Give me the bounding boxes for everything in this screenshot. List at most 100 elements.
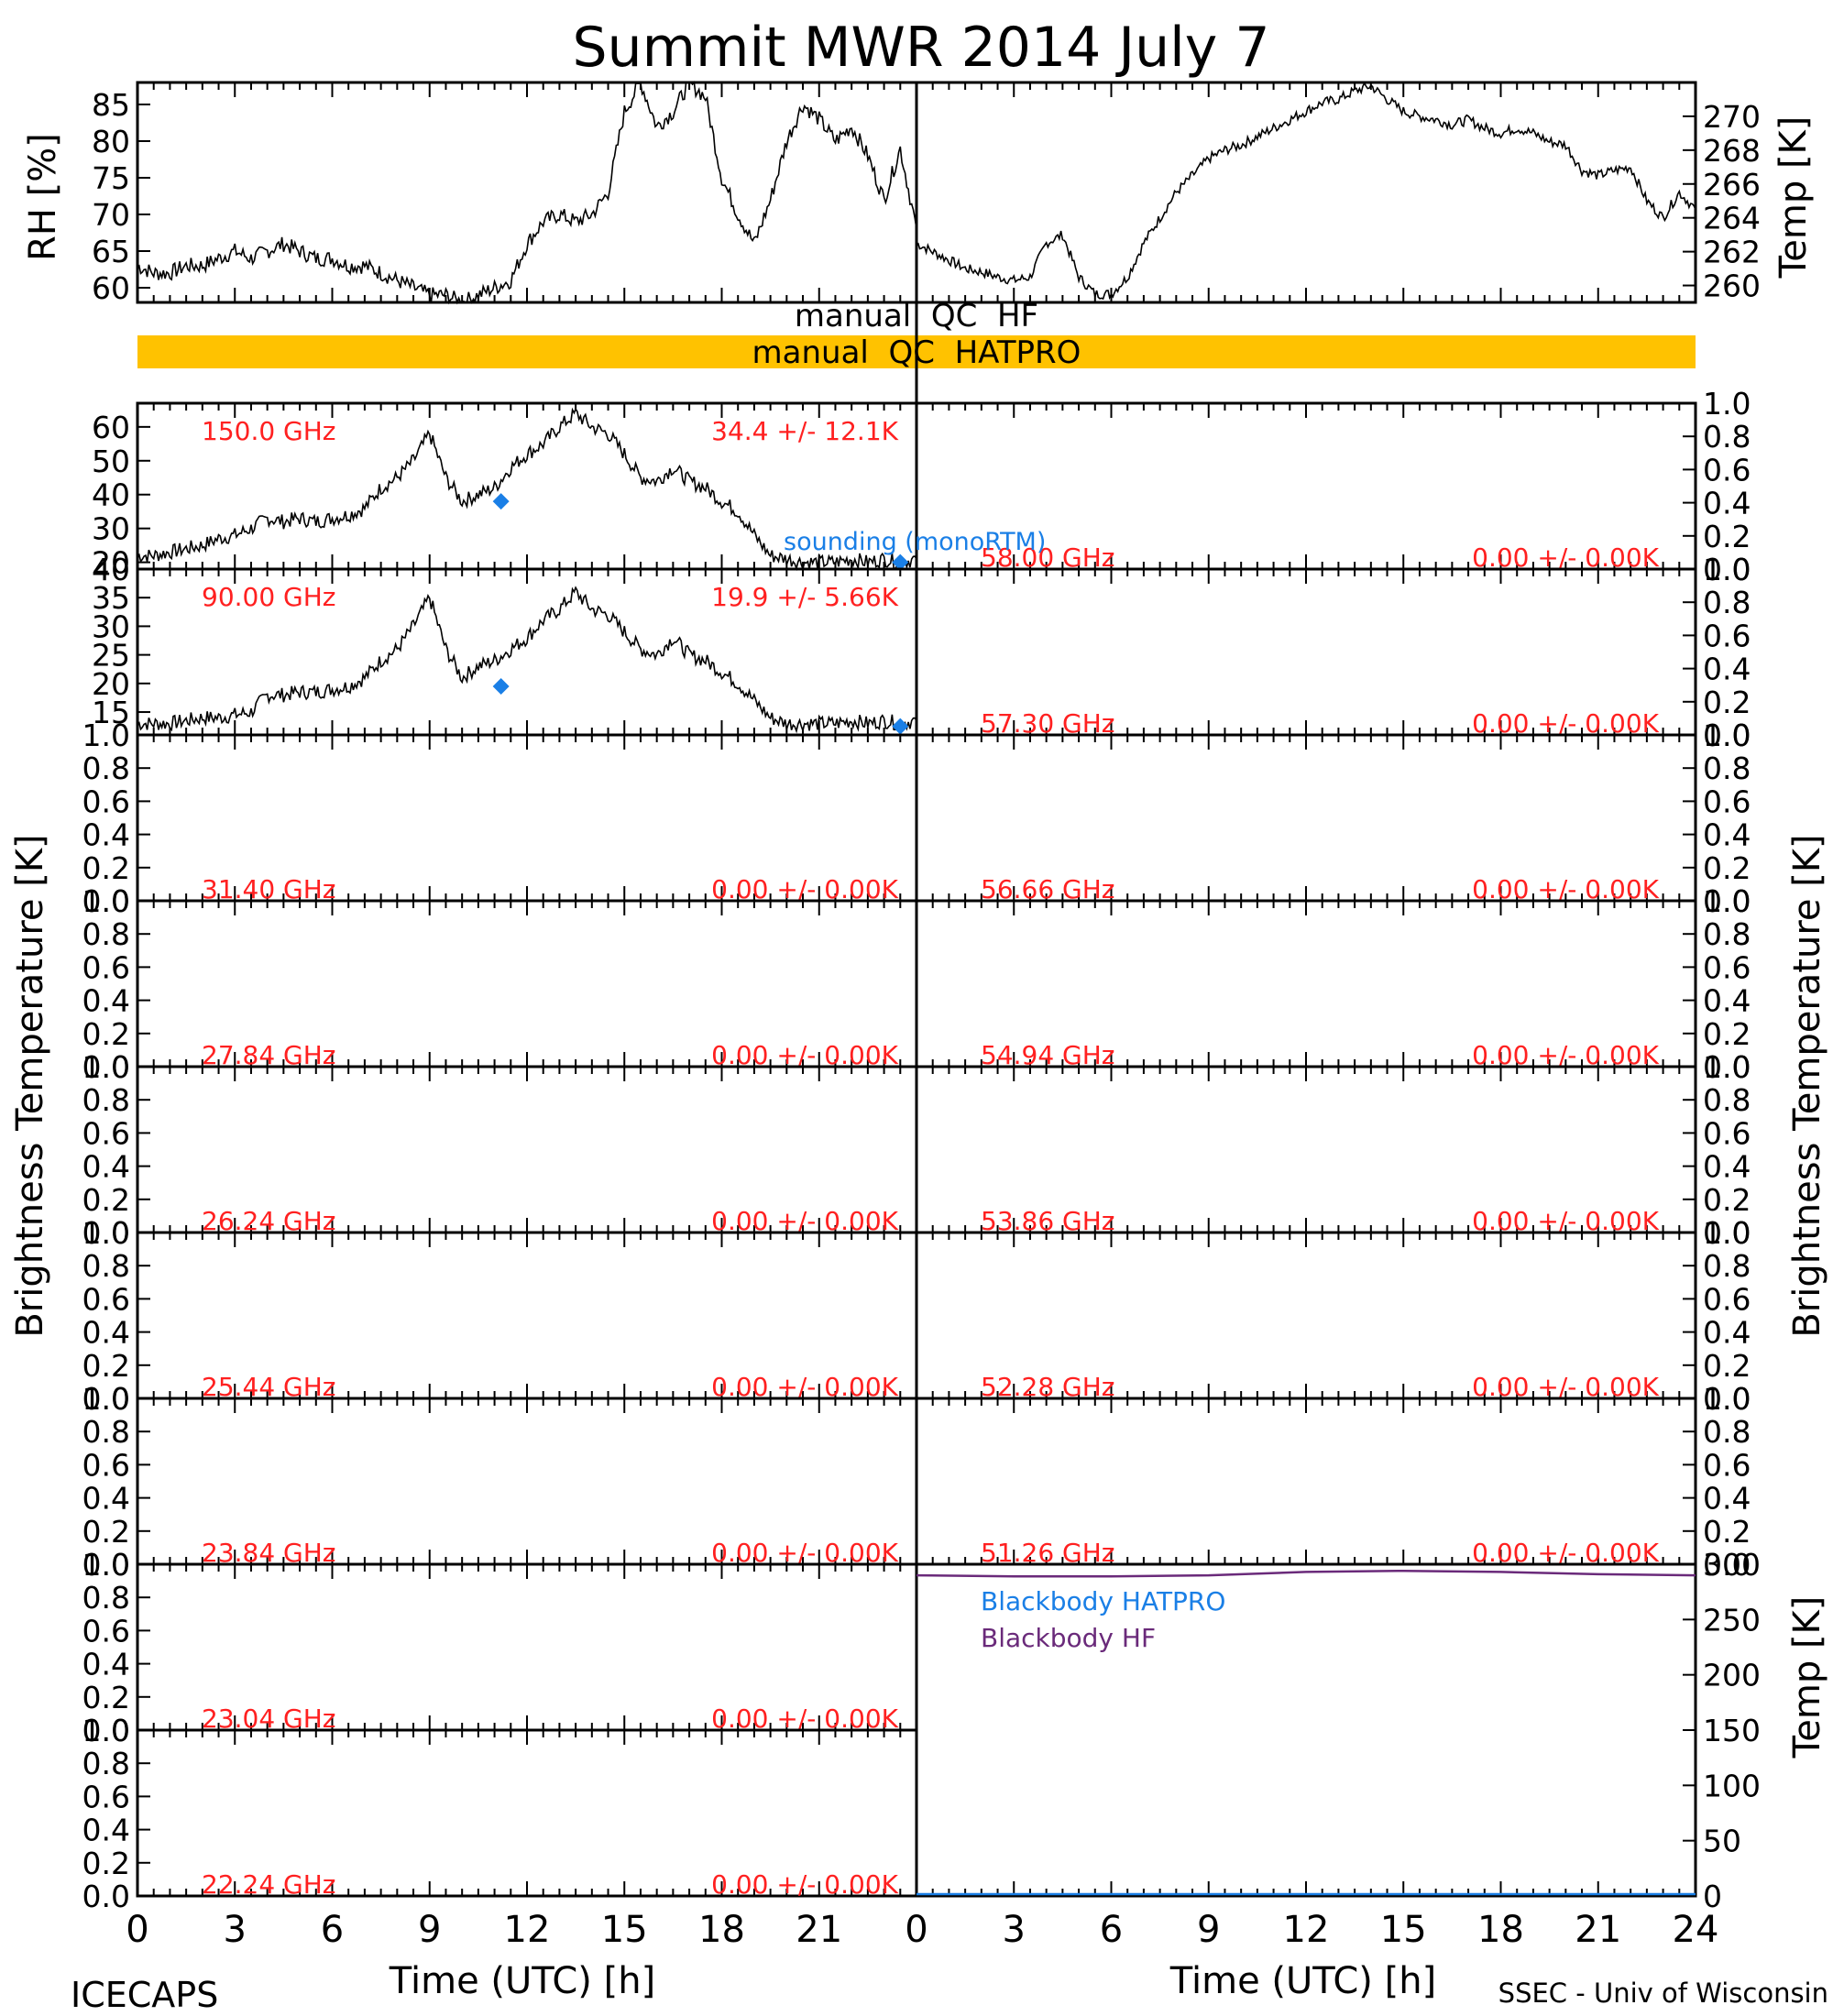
y-tick-label: 0.2 (82, 1514, 130, 1550)
y-tick-label: 0.0 (82, 1547, 130, 1583)
y-tick-label: 0.2 (82, 1680, 130, 1715)
y-tick-label: 0.8 (82, 1082, 130, 1118)
x-tick-label-left: 12 (504, 1909, 551, 1951)
x-tick-label-left: 21 (796, 1909, 842, 1951)
x-tick-label-right: 15 (1380, 1909, 1427, 1951)
tb-line (137, 586, 917, 734)
stats-label: 34.4 +/- 12.1K (711, 416, 898, 446)
temp-axis-title: Temp [K] (1773, 116, 1815, 279)
y-tick-label: 0.8 (82, 1414, 130, 1450)
y-tick-label: 0.4 (1703, 486, 1751, 521)
y-tick-label: 50 (1703, 1824, 1741, 1859)
y-tick-label: 250 (1703, 1602, 1761, 1638)
y-tick-label: 0.8 (1703, 1082, 1751, 1118)
sounding-marker (492, 493, 510, 510)
x-tick-label-left: 0 (905, 1909, 927, 1951)
y-tick-label: 1.0 (82, 718, 130, 753)
rh-axis-title: RH [%] (22, 133, 64, 261)
y-tick-label: 0.4 (82, 1647, 130, 1682)
x-tick-label-right: 21 (1575, 1909, 1621, 1951)
y-tick-label: 1.0 (1703, 1215, 1751, 1251)
blackbody-hf-line (916, 1569, 1696, 1578)
y-tick-label: 150 (1703, 1713, 1761, 1748)
y-tick-label: 50 (92, 444, 130, 479)
x-tick-label-right: 18 (1477, 1909, 1524, 1951)
y-tick-label: 0.2 (82, 1348, 130, 1384)
y-tick-label: 0.2 (1703, 1182, 1751, 1218)
y-tick-label: 1.0 (1703, 718, 1751, 753)
y-tick-label: 0.2 (1703, 519, 1751, 554)
x-tick-label-left: 6 (321, 1909, 344, 1951)
y-tick-label: 0.4 (1703, 1149, 1751, 1185)
y-tick-label: 0.4 (82, 817, 130, 853)
x-tick-label-right: 24 (1673, 1909, 1719, 1951)
x-tick-label-right: 3 (1003, 1909, 1026, 1951)
x-tick-label-right: 6 (1100, 1909, 1123, 1951)
y-tick-label: 0.0 (82, 883, 130, 919)
y-tick-label: 0.4 (82, 1481, 130, 1517)
y-tick-label: 270 (1703, 99, 1761, 135)
y-tick-label: 0.6 (1703, 1115, 1751, 1151)
y-tick-label: 0.6 (82, 783, 130, 819)
y-tick-label: 0.0 (1703, 1547, 1751, 1583)
y-tick-label: 0.2 (1703, 1016, 1751, 1052)
freq-label: 22.24 GHz (202, 1869, 336, 1900)
y-tick-label: 262 (1703, 235, 1761, 270)
y-tick-label: 0.0 (1703, 883, 1751, 919)
y-tick-label: 0.0 (82, 1879, 130, 1914)
tb-axis-title-left: Brightness Temperature [K] (9, 834, 51, 1337)
y-tick-label: 0.4 (1703, 652, 1751, 687)
y-tick-label: 0.4 (82, 1149, 130, 1185)
y-tick-label: 0.6 (1703, 1447, 1751, 1483)
y-tick-label: 1.0 (82, 1215, 130, 1251)
footer-right: SSEC - Univ of Wisconsin (1498, 1978, 1828, 2009)
y-tick-label: 0.8 (82, 1248, 130, 1284)
y-tick-label: 1.0 (82, 1547, 130, 1583)
y-tick-label: 0.4 (1703, 983, 1751, 1019)
y-tick-label: 0.0 (82, 1713, 130, 1748)
y-tick-label: 1.0 (1703, 1049, 1751, 1085)
y-tick-label: 65 (92, 234, 130, 269)
legend-blackbody-hatpro: Blackbody HATPRO (981, 1586, 1225, 1616)
y-tick-label: 0.8 (1703, 1248, 1751, 1284)
y-tick-label: 60 (92, 410, 130, 445)
y-tick-label: 0.6 (82, 1281, 130, 1317)
y-tick-label: 0.0 (1703, 552, 1751, 587)
y-tick-label: 0.2 (1703, 1514, 1751, 1550)
y-tick-label: 0.8 (82, 751, 130, 786)
y-tick-label: 0.0 (1703, 1215, 1751, 1251)
y-tick-label: 1.0 (82, 1049, 130, 1085)
y-tick-label: 1.0 (82, 1713, 130, 1748)
legend-blackbody-hf: Blackbody HF (981, 1623, 1156, 1653)
y-tick-label: 0.8 (1703, 585, 1751, 620)
x-tick-label-left: 0 (126, 1909, 148, 1951)
y-tick-label: 80 (92, 124, 130, 159)
bb-axis-title: Temp [K] (1786, 1596, 1828, 1759)
y-tick-label: 200 (1703, 1658, 1761, 1693)
y-tick-label: 0.6 (1703, 618, 1751, 653)
y-tick-label: 266 (1703, 167, 1761, 203)
freq-label: 150.0 GHz (202, 416, 336, 446)
y-tick-label: 0.0 (82, 1049, 130, 1085)
figure-title: Summit MWR 2014 July 7 (572, 16, 1269, 80)
y-tick-label: 0.2 (82, 1016, 130, 1052)
y-tick-label: 40 (92, 477, 130, 513)
y-tick-label: 0.0 (82, 1215, 130, 1251)
x-tick-label-left: 3 (224, 1909, 247, 1951)
y-tick-label: 0.6 (82, 1779, 130, 1814)
y-tick-label: 0.6 (1703, 783, 1751, 819)
y-tick-label: 0.6 (82, 1613, 130, 1649)
rh-line (137, 81, 917, 305)
x-tick-label-left: 18 (698, 1909, 745, 1951)
y-tick-label: 1.0 (1703, 883, 1751, 919)
y-tick-label: 1.0 (82, 1381, 130, 1417)
y-tick-label: 1.0 (82, 883, 130, 919)
y-tick-label: 85 (92, 87, 130, 123)
y-tick-label: 0.0 (1703, 1381, 1751, 1417)
y-tick-label: 0.6 (1703, 949, 1751, 985)
x-tick-label-right: 12 (1283, 1909, 1330, 1951)
y-tick-label: 260 (1703, 268, 1761, 304)
y-tick-label: 0.6 (82, 949, 130, 985)
y-tick-label: 30 (92, 608, 130, 644)
